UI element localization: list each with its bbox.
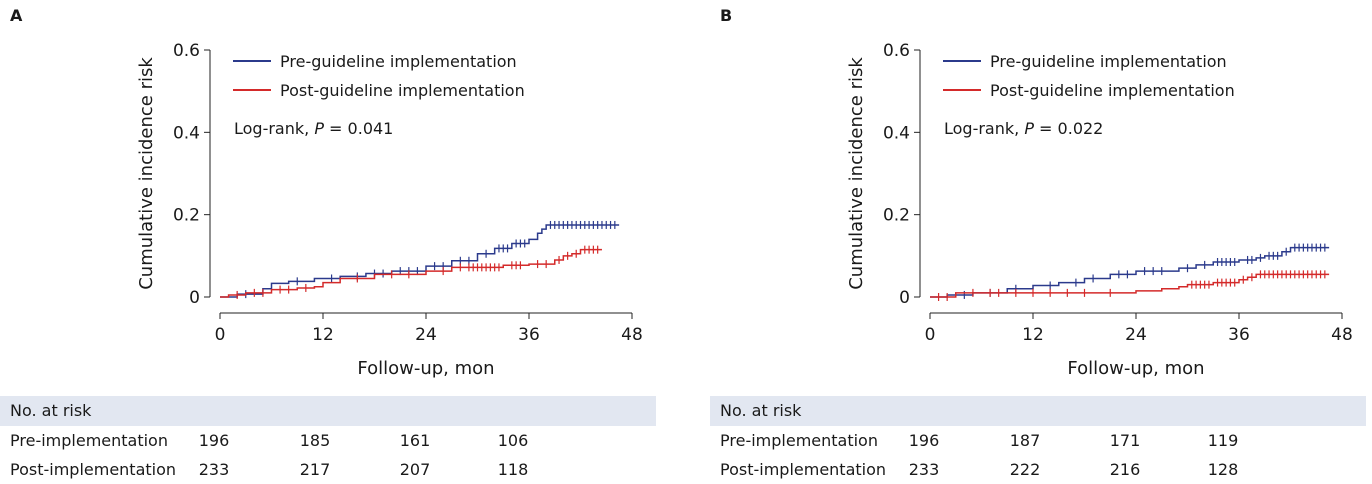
- risk-row-post: Post-implementation 233 217 207 118: [0, 455, 656, 484]
- panel-a: A 0 0.2 0.4 0.6 0 12 24 36 48 Follow-up, mon Cumul…: [0, 0, 660, 482]
- risk-table-header: No. at risk: [710, 396, 1366, 426]
- logrank-p-label: P: [1024, 119, 1034, 138]
- logrank-p-label: P: [314, 119, 324, 138]
- x-tick-label: 48: [621, 325, 643, 345]
- km-chart: 0 0.2 0.4 0.6 0 12 24 36 48 Follow-up, mon Cumulat…: [846, 41, 1353, 379]
- risk-value: 185: [299, 431, 331, 450]
- risk-row-post: Post-implementation 233 222 216 128: [710, 455, 1366, 484]
- panel-letter: A: [10, 6, 23, 25]
- risk-value: 196: [908, 431, 940, 450]
- logrank-prefix: Log-rank,: [234, 119, 314, 138]
- risk-value: 119: [1207, 431, 1239, 450]
- series-line: [220, 224, 620, 298]
- risk-table: No. at risk Pre-implementation 196 187 1…: [710, 396, 1366, 484]
- series-line: [220, 248, 602, 298]
- y-tick-label: 0.6: [173, 41, 200, 61]
- risk-row-label: Post-implementation: [720, 460, 887, 479]
- panel-b: B 0 0.2 0.4 0.6 0 12 24 36 48 Follow-up, mon Cumul…: [710, 0, 1370, 482]
- x-tick-label: 12: [312, 325, 334, 345]
- series-line: [930, 246, 1330, 298]
- risk-value: 196: [198, 431, 230, 450]
- legend-label: Pre-guideline implementation: [280, 52, 517, 71]
- logrank-prefix: Log-rank,: [944, 119, 1024, 138]
- risk-value: 161: [399, 431, 431, 450]
- x-tick-label: 24: [1125, 325, 1147, 345]
- x-tick-label: 0: [925, 325, 936, 345]
- x-axis-label: Follow-up, mon: [357, 358, 494, 379]
- y-tick-label: 0: [899, 288, 910, 308]
- risk-value: 222: [1009, 460, 1041, 479]
- risk-value: 207: [399, 460, 431, 479]
- risk-value: 216: [1109, 460, 1141, 479]
- y-tick-label: 0.2: [883, 206, 910, 226]
- legend-label: Post-guideline implementation: [990, 81, 1235, 100]
- y-tick-label: 0: [189, 288, 200, 308]
- x-tick-label: 48: [1331, 325, 1353, 345]
- risk-value: 106: [497, 431, 529, 450]
- risk-value: 118: [497, 460, 529, 479]
- risk-row-pre: Pre-implementation 196 187 171 119: [710, 426, 1366, 455]
- logrank-annotation: Log-rank, P = 0.041: [234, 119, 393, 138]
- risk-row-label: Pre-implementation: [720, 431, 878, 450]
- km-chart: 0 0.2 0.4 0.6 0 12 24 36 48 Follow-up, mon Cumulat…: [136, 41, 643, 379]
- logrank-value: = 0.022: [1034, 119, 1103, 138]
- risk-table-header: No. at risk: [0, 396, 656, 426]
- y-tick-label: 0.6: [883, 41, 910, 61]
- y-tick-label: 0.2: [173, 206, 200, 226]
- risk-value: 171: [1109, 431, 1141, 450]
- logrank-annotation: Log-rank, P = 0.022: [944, 119, 1103, 138]
- x-tick-label: 36: [518, 325, 540, 345]
- risk-value: 187: [1009, 431, 1041, 450]
- risk-table: No. at risk Pre-implementation 196 185 1…: [0, 396, 656, 484]
- y-tick-label: 0.4: [173, 123, 200, 143]
- x-tick-label: 0: [215, 325, 226, 345]
- y-tick-label: 0.4: [883, 123, 910, 143]
- risk-value: 217: [299, 460, 331, 479]
- x-tick-label: 24: [415, 325, 437, 345]
- x-tick-label: 12: [1022, 325, 1044, 345]
- risk-value: 233: [198, 460, 230, 479]
- series-line: [930, 273, 1330, 298]
- risk-value: 128: [1207, 460, 1239, 479]
- risk-row-label: Pre-implementation: [10, 431, 168, 450]
- y-axis-label: Cumulative incidence risk: [136, 57, 157, 290]
- risk-row-pre: Pre-implementation 196 185 161 106: [0, 426, 656, 455]
- panel-letter: B: [720, 6, 733, 25]
- legend-label: Pre-guideline implementation: [990, 52, 1227, 71]
- x-axis-label: Follow-up, mon: [1067, 358, 1204, 379]
- y-axis-label: Cumulative incidence risk: [846, 57, 867, 290]
- logrank-value: = 0.041: [324, 119, 393, 138]
- legend-label: Post-guideline implementation: [280, 81, 525, 100]
- risk-value: 233: [908, 460, 940, 479]
- risk-row-label: Post-implementation: [10, 460, 177, 479]
- x-tick-label: 36: [1228, 325, 1250, 345]
